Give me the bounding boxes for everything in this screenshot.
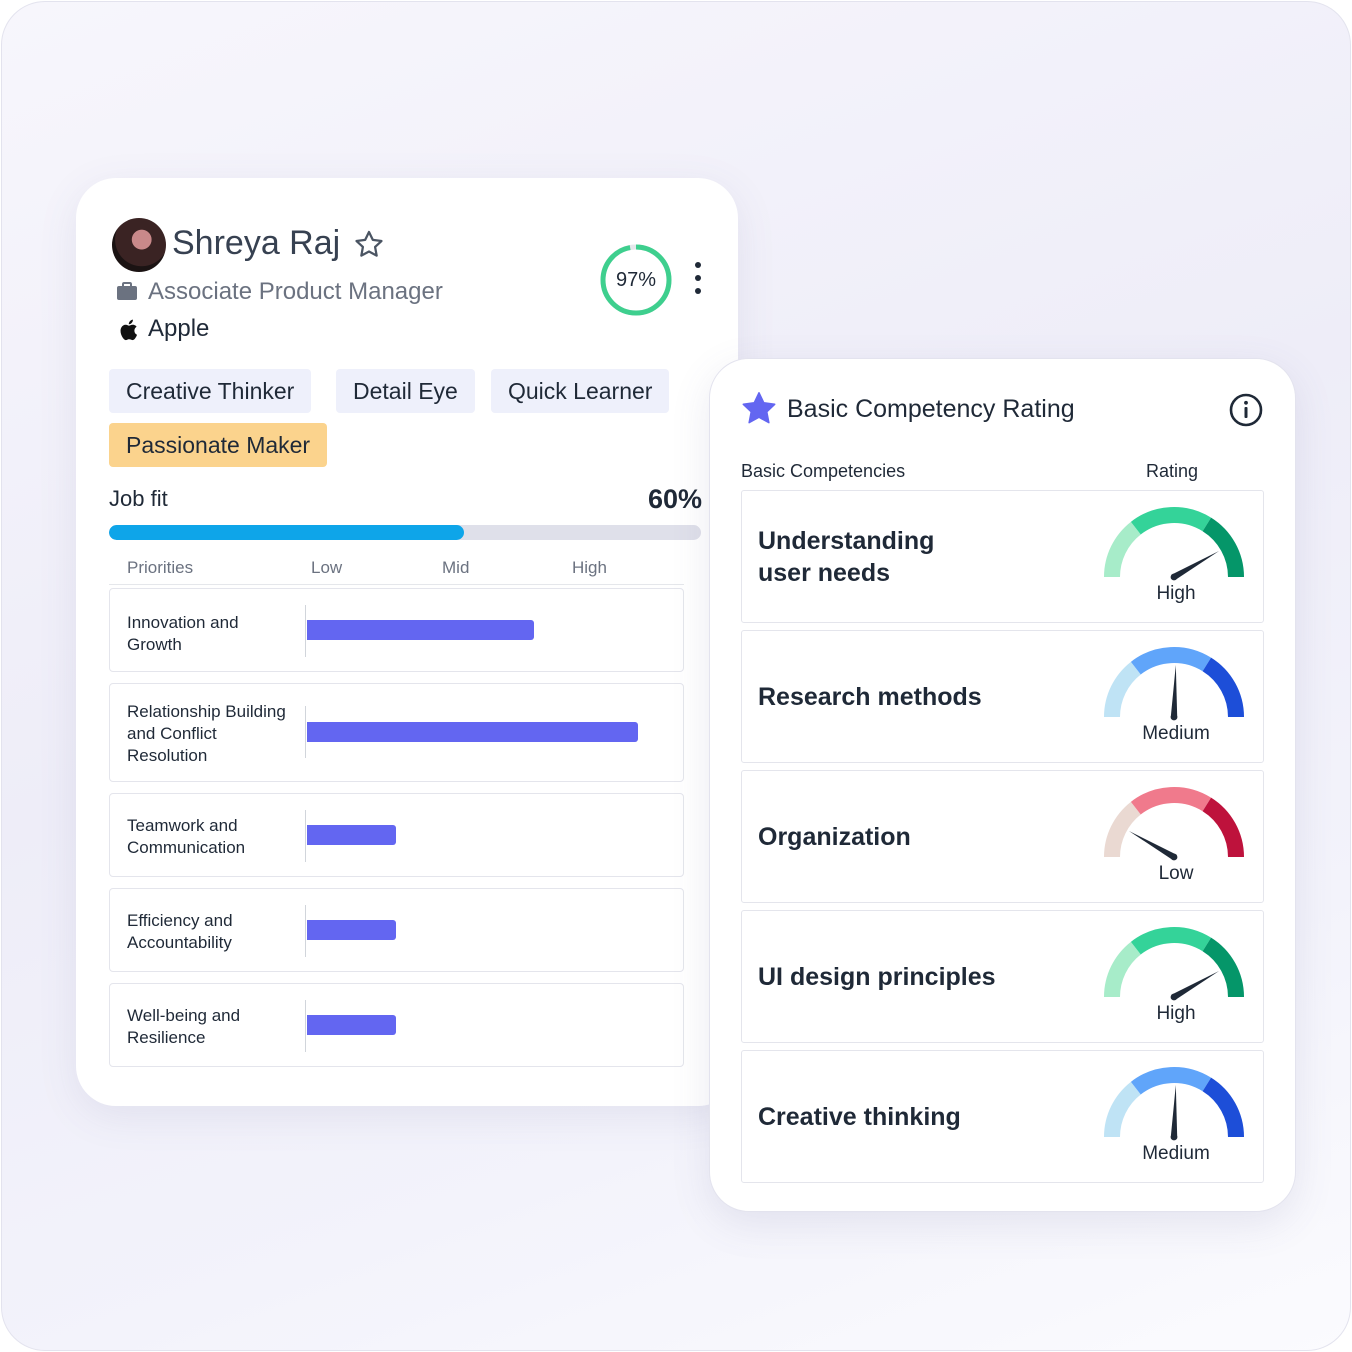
gauge-hub [1170,1133,1178,1141]
competency-rating-card: Basic Competency Rating Basic Competenci… [709,358,1296,1212]
match-score-value: 97% [615,269,657,291]
priorities-header: Priorities [127,558,194,577]
gauge-segment [1130,507,1212,535]
job-fit-value: 60% [647,484,702,514]
info-icon[interactable] [1228,392,1264,428]
priority-row: Teamwork and Communication [109,793,684,877]
job-fit-progress-fill [109,525,465,540]
match-score-ring [600,244,672,316]
column-header-competencies: Basic Competencies [741,461,906,481]
competency-name: UI design principles [758,963,996,991]
trait-tag-highlighted: Passionate Maker [109,423,328,467]
scale-high-label: High [572,558,607,577]
rating-label: High [1156,583,1196,604]
gauge-needle [1170,1085,1178,1138]
star-icon[interactable] [352,228,386,262]
competency-name: Organization [758,823,911,851]
priority-row: Well-being and Resilience [109,983,684,1067]
more-options-icon[interactable] [688,262,708,302]
gauge-hub [1170,993,1178,1001]
competency-row: Understanding user needs High [741,490,1264,623]
trait-tag: Creative Thinker [109,369,312,413]
rating-gauge [1104,927,1244,1001]
competency-row: Organization Low [741,770,1264,903]
gauge-hub [1170,853,1178,861]
scale-low-label: Low [311,558,343,577]
gauge-hub [1170,713,1178,721]
card-title: Basic Competency Rating [787,395,1075,423]
company-name: Apple [148,315,210,342]
column-header-rating: Rating [1146,461,1199,481]
star-filled-icon [742,392,776,424]
axis-divider [305,605,306,657]
rating-gauge [1104,647,1244,721]
competency-row: Research methods Medium [741,630,1264,763]
gauge-segment [1130,647,1212,675]
gauge-segment [1104,801,1142,858]
priority-bar [307,920,396,940]
competency-name: Research methods [758,683,982,711]
priority-label: Efficiency and Accountability [127,911,233,952]
axis-divider [305,810,306,862]
competency-name: Understanding user needs [758,527,935,587]
priority-label: Well-being and Resilience [127,1006,241,1047]
trait-tag: Detail Eye [336,369,475,413]
competency-row: Creative thinking Medium [741,1050,1264,1183]
priority-label: Relationship Building and Conflict Resol… [127,702,286,765]
gauge-segment [1202,657,1244,718]
header-divider [109,584,684,585]
trait-tag: Quick Learner [491,369,670,413]
gauge-needle [1170,665,1178,718]
axis-divider [305,1000,306,1052]
candidate-name: Shreya Raj [172,224,341,262]
apple-logo-icon [120,319,137,341]
gauge-segment [1104,1081,1142,1138]
rating-label: Medium [1142,723,1210,744]
candidate-profile-card[interactable]: Shreya Raj Associate Product Manager App… [76,178,738,1106]
rating-label: High [1156,1003,1196,1024]
job-fit-progress-bar [109,525,701,540]
competency-name: Creative thinking [758,1103,961,1131]
gauge-needle [1128,831,1176,860]
priority-bar [307,620,534,640]
priority-row: Efficiency and Accountability [109,888,684,972]
rating-label: Low [1158,863,1194,884]
competency-row: UI design principles High [741,910,1264,1043]
rating-gauge [1104,507,1244,581]
gauge-segment [1202,797,1244,858]
priority-bar [307,722,638,742]
rating-gauge [1104,1067,1244,1141]
gauge-segment [1202,1077,1244,1138]
priority-label: Teamwork and Communication [127,816,246,857]
scale-mid-label: Mid [442,558,470,577]
gauge-needle [1172,551,1220,580]
gauge-segment [1130,927,1212,955]
gauge-hub [1170,573,1178,581]
gauge-segment [1202,517,1244,578]
priority-label: Innovation and Growth [127,613,239,654]
priority-row: Innovation and Growth [109,588,684,672]
briefcase-icon [117,282,137,300]
rating-gauge [1104,787,1244,861]
gauge-segment [1104,941,1142,998]
rating-label: Medium [1142,1143,1210,1164]
gauge-needle [1172,971,1220,1000]
job-title: Associate Product Manager [148,278,443,305]
priority-row: Relationship Building and Conflict Resol… [109,683,684,782]
priority-bar [307,825,396,845]
gauge-segment [1130,787,1212,815]
gauge-segment [1130,1067,1212,1095]
job-fit-label: Job fit [109,486,168,511]
axis-divider [305,706,306,758]
axis-divider [305,905,306,957]
gauge-segment [1104,661,1142,718]
gauge-segment [1202,937,1244,998]
gauge-segment [1104,521,1142,578]
priority-bar [307,1015,396,1035]
avatar[interactable] [112,218,166,272]
